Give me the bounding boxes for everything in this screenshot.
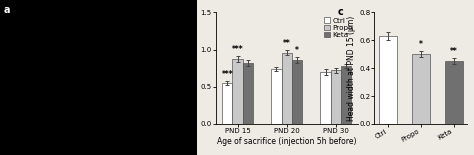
Bar xyxy=(282,53,292,124)
Text: a: a xyxy=(4,5,10,15)
Y-axis label: Head width at PND 15 (μm): Head width at PND 15 (μm) xyxy=(347,16,356,121)
Bar xyxy=(341,66,351,124)
Text: *: * xyxy=(295,46,299,55)
Text: ***: *** xyxy=(221,70,233,79)
Bar xyxy=(271,69,282,124)
Legend: Ctrl, Propo, Keta: Ctrl, Propo, Keta xyxy=(322,16,354,39)
Bar xyxy=(243,63,253,124)
Bar xyxy=(379,36,397,124)
Bar xyxy=(320,72,331,124)
X-axis label: Age of sacrifice (injection 5h before): Age of sacrifice (injection 5h before) xyxy=(217,137,356,146)
Text: b: b xyxy=(184,7,191,17)
Bar xyxy=(292,60,302,124)
Text: c: c xyxy=(337,7,343,17)
Bar xyxy=(445,61,463,124)
Text: ***: *** xyxy=(232,45,244,54)
Text: **: ** xyxy=(450,47,457,56)
Y-axis label: Protrusions.μm⁻¹: Protrusions.μm⁻¹ xyxy=(189,36,198,101)
Bar xyxy=(222,83,232,124)
Text: **: ** xyxy=(283,40,291,49)
Text: *: * xyxy=(419,40,423,49)
Bar xyxy=(411,54,430,124)
Bar xyxy=(331,70,341,124)
Bar xyxy=(232,59,243,124)
